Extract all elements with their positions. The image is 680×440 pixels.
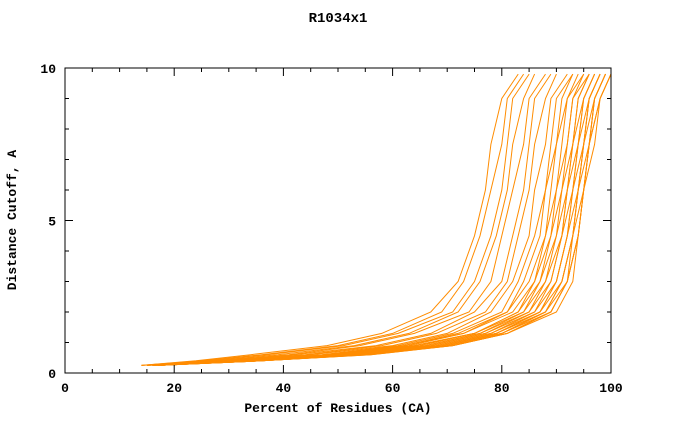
x-axis-label: Percent of Residues (CA)	[244, 401, 431, 416]
curves-group	[141, 73, 612, 366]
model-curve	[141, 73, 530, 366]
y-tick-label: 0	[48, 367, 56, 382]
x-tick-label: 100	[599, 381, 623, 396]
y-axis-label: Distance Cutoff, A	[5, 150, 20, 291]
x-tick-label: 0	[61, 381, 69, 396]
model-curve	[141, 73, 519, 366]
axis-frame	[64, 67, 612, 374]
model-curve	[157, 73, 612, 366]
model-curve	[157, 73, 612, 366]
tick-marks	[64, 67, 612, 374]
x-tick-label: 40	[276, 381, 292, 396]
x-tick-label: 80	[494, 381, 510, 396]
model-curve	[141, 73, 525, 366]
x-tick-label: 20	[166, 381, 182, 396]
model-curve	[146, 73, 552, 366]
x-tick-label: 60	[385, 381, 401, 396]
y-tick-label: 5	[48, 215, 56, 230]
model-curve	[152, 73, 568, 366]
model-curve	[146, 73, 536, 366]
model-curve	[157, 73, 590, 366]
tick-labels: 0 20 40 60 80 100 0 5 10	[40, 62, 623, 396]
chart-title: R1034x1	[309, 11, 368, 27]
y-tick-label: 10	[40, 62, 56, 77]
model-curve	[157, 73, 612, 366]
